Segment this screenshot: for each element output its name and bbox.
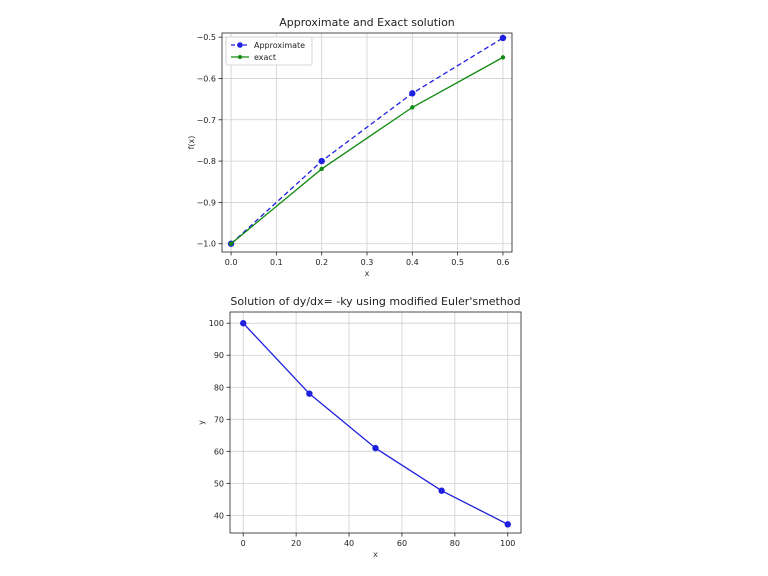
plot2-xlabel: x (373, 550, 378, 559)
plot1: 0.0 0.1 0.2 0.3 0.4 0.5 0.6 −1.0 −0.9 −0.8 −0.7 −0.… (187, 16, 513, 278)
legend-marker-0 (237, 42, 243, 48)
plot1-series-point (410, 105, 415, 110)
plot1-ytick-label: −1.0 (197, 240, 216, 249)
plot2-ytick-label: 80 (214, 383, 224, 392)
plot1-ytick-label: −0.5 (197, 33, 216, 42)
plot1-series-line-0 (230, 37, 504, 245)
plot2-series-line-0 (242, 322, 509, 525)
plot1-series-line-1 (230, 56, 504, 245)
plot2-xtick-label: 0 (241, 539, 246, 548)
plot1-series-point (500, 55, 506, 60)
plot1-series-point (318, 157, 325, 165)
plot2-xtick-label: 20 (291, 539, 301, 548)
plot2-ytick-label: 100 (209, 319, 224, 328)
plot2-xtick-label: 100 (500, 539, 515, 548)
plot2-xtick-label: 40 (344, 539, 354, 548)
plot1-xtick-label: 0.0 (225, 258, 238, 267)
legend-box (225, 36, 313, 66)
plot1-series-point (319, 166, 324, 172)
plot2-series-point (504, 521, 511, 528)
plot1-xtick-label: 0.1 (270, 258, 283, 267)
plot1-series-point (409, 90, 416, 97)
plot1-xtick-label: 0.3 (361, 258, 374, 267)
plot2-series-point (306, 390, 313, 397)
legend-marker-1 (238, 55, 242, 59)
plot1-xtick-label: 0.6 (497, 258, 510, 267)
plot2-series-point (438, 487, 445, 494)
plot2-ytick-label: 60 (214, 447, 224, 456)
plot1-legend: Approximate exact (225, 36, 313, 66)
plot2-ytick-label: 70 (214, 415, 224, 424)
plot2-title: Solution of dy/dx= -ky using modified Eu… (230, 295, 520, 308)
plot1-series-point (499, 34, 507, 42)
plot2-ytick-label: 50 (214, 479, 224, 488)
plot1-series-point (228, 241, 234, 246)
plot2-series-point (372, 444, 379, 452)
plot1-xtick-label: 0.2 (315, 258, 328, 267)
plot1-ytick-label: −0.9 (197, 198, 216, 207)
plot2-frame (229, 311, 522, 534)
plot1-ytick-label: −0.8 (197, 157, 216, 166)
plot2-ylabel: y (197, 420, 206, 425)
plot2: 0 20 40 60 80 100 40 50 60 70 80 90 100 Solution of d… (197, 295, 522, 559)
plot1-xtick-label: 0.4 (406, 258, 419, 267)
plot2-series-point (240, 320, 247, 327)
plot1-ylabel: f(x) (187, 136, 196, 150)
plot2-ytick-label: 90 (214, 351, 224, 360)
plot2-xtick-label: 60 (397, 539, 407, 548)
plot2-xtick-label: 80 (450, 539, 460, 548)
plot1-xlabel: x (365, 269, 370, 278)
legend-entry-1: exact (254, 53, 276, 62)
plot1-xtick-label: 0.5 (451, 258, 464, 267)
plot2-ytick-label: 40 (214, 511, 224, 520)
legend-entry-0: Approximate (254, 41, 305, 50)
plot1-title: Approximate and Exact solution (279, 16, 455, 29)
plot1-ytick-label: −0.6 (197, 74, 216, 83)
plot1-ytick-label: −0.7 (197, 116, 216, 125)
